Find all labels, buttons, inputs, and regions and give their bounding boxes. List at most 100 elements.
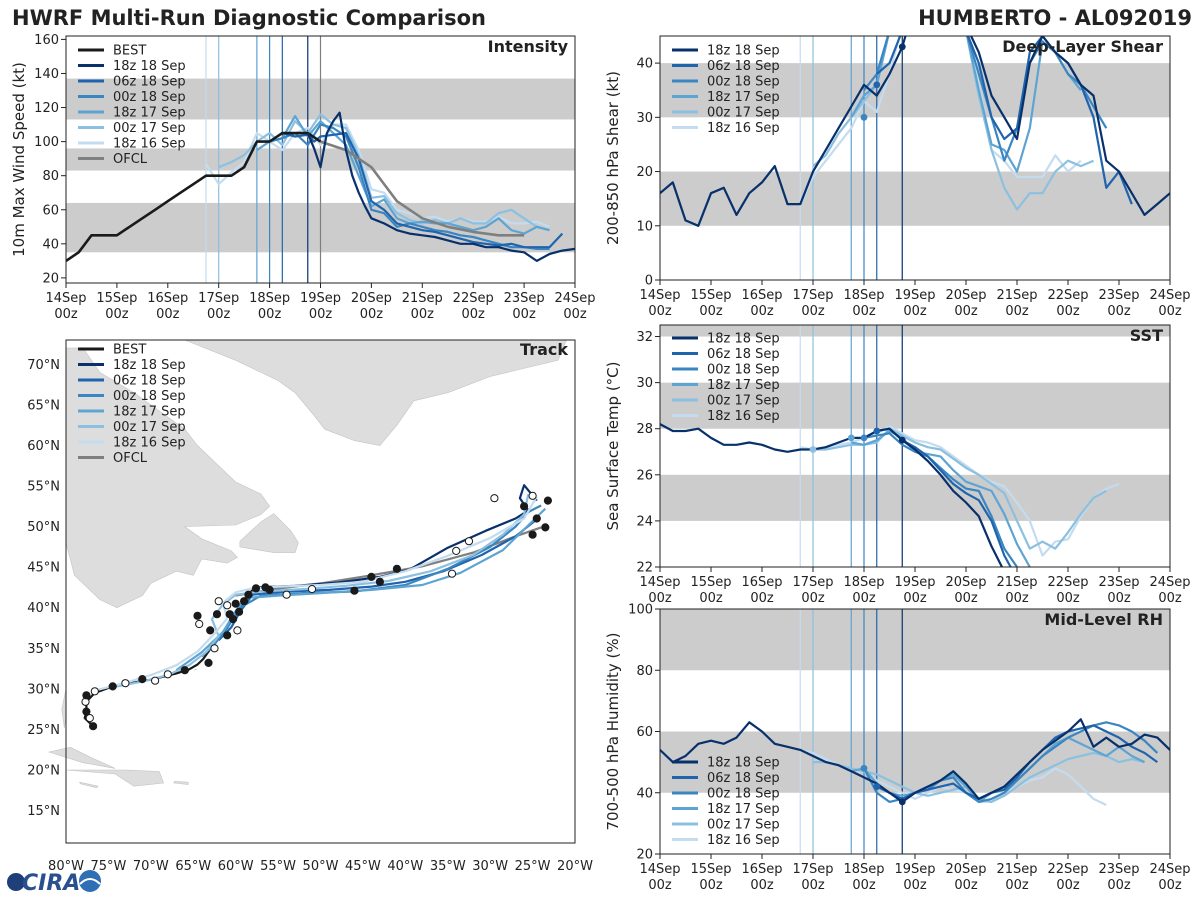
intensity-xtick-hour: 00z (462, 307, 486, 322)
intensity-series-ofcl (320, 140, 525, 237)
shear-xtick-day: 20Sep (945, 288, 986, 303)
intensity-legend-label: 06z 18 Sep (113, 75, 186, 90)
sst-xtick-day: 14Sep (639, 575, 680, 590)
track-ytick-label: 20°N (27, 764, 60, 779)
shear-legend-label: 00z 17 Sep (707, 106, 780, 121)
sst-plot-area (660, 423, 1120, 567)
track-point (223, 601, 232, 610)
sst-ytick-label: 30 (636, 376, 653, 391)
sst-xtick-day: 15Sep (690, 575, 731, 590)
shear-legend-label: 18z 18 Sep (707, 44, 780, 59)
logo-circle-1 (7, 873, 25, 891)
shear-xtick-day: 15Sep (690, 288, 731, 303)
track-xtick-label: 20°W (557, 859, 593, 874)
track-xtick-label: 80°W (48, 859, 84, 874)
sst-band (660, 325, 1170, 337)
sst-xtick-day: 16Sep (741, 575, 782, 590)
track-point (108, 682, 117, 691)
shear-panel-title: Deep-Layer Shear (1002, 37, 1163, 56)
logo-text: CIRA (22, 871, 80, 896)
track-point (163, 670, 172, 679)
shear-xtick-hour: 00z (1158, 304, 1182, 319)
intensity-legend-label: 18z 16 Sep (113, 137, 186, 152)
track-xtick-label: 60°W (218, 859, 254, 874)
intensity-ylabel: 10m Max Wind Speed (kt) (10, 62, 28, 257)
track-point (151, 676, 160, 685)
sst-xtick-day: 20Sep (945, 575, 986, 590)
track-point (543, 496, 553, 505)
intensity-legend-label: 18z 18 Sep (113, 59, 186, 74)
sst-xtick-day: 21Sep (996, 575, 1037, 590)
rh-xtick-day: 18Sep (843, 862, 884, 877)
intensity-xtick-day: 23Sep (504, 291, 545, 306)
track-xtick-label: 35°W (430, 859, 466, 874)
sst-panel: 22242628303214Sep00z15Sep00z16Sep00z17Se… (604, 324, 1191, 606)
rh-xtick-hour: 00z (954, 878, 978, 893)
track-xtick-label: 40°W (387, 859, 423, 874)
shear-xtick-day: 18Sep (843, 288, 884, 303)
rh-init-marker (898, 798, 906, 806)
track-xtick-label: 75°W (90, 859, 126, 874)
track-ytick-label: 45°N (27, 561, 60, 576)
shear-init-marker (873, 81, 881, 89)
shear-legend-label: 00z 18 Sep (707, 75, 780, 90)
land-mass-6 (173, 780, 189, 785)
rh-xtick-day: 17Sep (792, 862, 833, 877)
shear-ytick-label: 20 (636, 165, 653, 180)
sst-series-00z-18-sep (863, 432, 1018, 567)
intensity-xtick-hour: 00z (411, 307, 435, 322)
land-mass-1 (239, 513, 299, 553)
rh-xtick-day: 22Sep (1047, 862, 1088, 877)
rh-xtick-day: 14Sep (639, 862, 680, 877)
rh-ylabel: 700-500 hPa Humidity (%) (604, 632, 622, 830)
sst-init-marker (898, 436, 906, 444)
land-mass-3 (61, 688, 67, 728)
shear-xtick-day: 23Sep (1098, 288, 1139, 303)
intensity-legend-label: 00z 18 Sep (113, 90, 186, 105)
sst-xtick-hour: 00z (750, 591, 774, 606)
track-point (210, 644, 219, 653)
intensity-ytick-label: 80 (42, 169, 59, 184)
intensity-series-06z-18-sep (282, 132, 564, 249)
sst-xtick-hour: 00z (1005, 591, 1029, 606)
shear-xtick-day: 14Sep (639, 288, 680, 303)
track-point (532, 514, 541, 523)
shear-xtick-hour: 00z (1005, 304, 1029, 319)
track-point (528, 530, 537, 539)
rh-panel: 2040608010014Sep00z15Sep00z16Sep00z17Sep… (604, 603, 1191, 894)
intensity-ytick-label: 100 (34, 135, 59, 150)
rh-xtick-day: 19Sep (894, 862, 935, 877)
figure-title-left: HWRF Multi-Run Diagnostic Comparison (12, 6, 486, 30)
land-mass-8 (194, 668, 198, 671)
track-panel-title: Track (520, 340, 568, 359)
rh-series-06z-18-sep (876, 724, 1158, 800)
sst-panel-title: SST (1130, 326, 1163, 345)
track-ytick-label: 15°N (27, 804, 60, 819)
shear-ytick-label: 10 (636, 219, 653, 234)
intensity-ytick-label: 160 (34, 33, 59, 48)
shear-band (660, 171, 1170, 226)
sst-band (660, 382, 1170, 429)
rh-xtick-hour: 00z (1158, 878, 1182, 893)
rh-xtick-hour: 00z (801, 878, 825, 893)
intensity-ytick-label: 60 (42, 203, 59, 218)
logo-circle-2 (79, 870, 101, 892)
track-legend-label: 18z 17 Sep (113, 405, 186, 420)
track-point (392, 564, 401, 573)
sst-xtick-hour: 00z (648, 591, 672, 606)
track-xtick-label: 25°W (515, 859, 551, 874)
rh-init-marker (873, 783, 881, 790)
track-ytick-label: 35°N (27, 642, 60, 657)
rh-xtick-day: 16Sep (741, 862, 782, 877)
sst-legend-label: 18z 17 Sep (707, 378, 780, 393)
track-point (240, 597, 249, 606)
track-xtick-label: 70°W (133, 859, 169, 874)
track-point (231, 599, 240, 608)
track-point (138, 675, 147, 684)
intensity-xtick-day: 19Sep (300, 291, 341, 306)
track-legend-label: 18z 16 Sep (113, 436, 186, 451)
track-ytick-label: 40°N (27, 601, 60, 616)
rh-ytick-label: 20 (636, 848, 653, 863)
sst-xtick-day: 19Sep (894, 575, 935, 590)
track-ytick-label: 50°N (27, 520, 60, 535)
